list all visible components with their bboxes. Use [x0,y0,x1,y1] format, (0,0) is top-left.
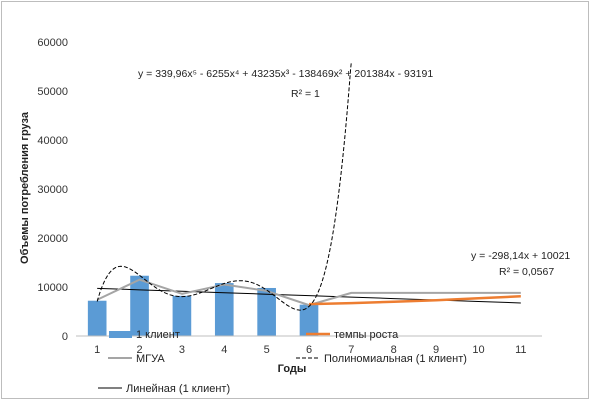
legend-label-linear: Линейная (1 клиент) [126,383,230,395]
y-tick-label: 20000 [37,233,68,245]
x-tick-label: 5 [264,344,270,356]
x-tick-label: 9 [433,344,439,356]
x-tick-label: 6 [306,344,312,356]
x-tick-label: 7 [348,344,354,356]
y-axis-title: Объемы потребления груза [19,111,31,264]
linear-equation-label: y = -298,14x + 10021 [471,250,570,262]
legend-label-bar: 1 клиент [136,329,180,341]
mgua-line [96,278,521,307]
y-tick-label: 60000 [37,37,68,49]
y-tick-label: 40000 [37,135,68,147]
poly-r2-label: R² = 1 [291,88,320,100]
legend-label-poly: Полиномиальная (1 клиент) [324,353,467,365]
y-tick-label: 30000 [37,184,68,196]
growth-rate-line [308,295,521,306]
bar [130,275,149,336]
bar [172,295,192,336]
y-tick-label: 50000 [37,86,68,98]
x-tick-label: 10 [472,344,484,356]
legend-label-growth: темпы роста [334,329,399,341]
linear-r2-label: R² = 0,0567 [499,266,554,278]
x-tick-label: 11 [515,344,526,356]
y-tick-label: 0 [62,331,68,343]
legend-label-mgua: МГУА [136,353,165,365]
x-tick-label: 2 [136,344,142,356]
bar [257,287,276,336]
poly-equation-label: y = 339,96x⁵ - 6255x⁴ + 43235x³ - 138469… [138,68,433,80]
x-tick-label: 8 [391,344,397,356]
x-tick-label: 1 [94,344,100,356]
bar [299,304,319,336]
y-tick-label: 10000 [37,282,68,294]
polynomial-trend-line [96,61,352,311]
bar [214,283,234,336]
x-tick-label: 3 [179,344,185,356]
bar [87,300,107,336]
legend: 1 клиент темпы роста МГУА Полиномиальная… [98,329,467,395]
legend-swatch-bar [109,331,132,338]
x-tick-label: 4 [221,344,227,356]
x-axis-title: Годы [278,363,307,375]
